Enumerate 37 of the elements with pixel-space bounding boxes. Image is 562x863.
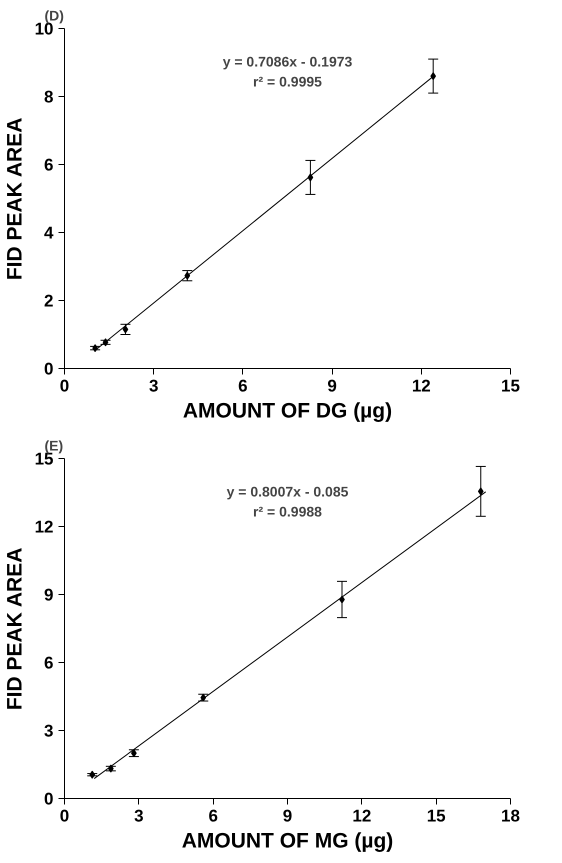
y-axis-title: FID PEAK AREA	[4, 548, 27, 710]
y-axis-title: FID PEAK AREA	[4, 118, 27, 280]
y-tick-label: 8	[44, 88, 54, 106]
x-tick-label: 18	[501, 806, 520, 826]
y-tick-label: 6	[44, 156, 54, 174]
x-tick-label: 12	[352, 806, 372, 826]
x-tick-label: 3	[134, 806, 144, 826]
x-tick-label: 15	[426, 806, 446, 826]
x-tick-label: 0	[60, 376, 70, 396]
point	[200, 694, 206, 702]
annotation: y = 0.7086x - 0.1973	[222, 54, 353, 70]
y-tick-label: 2	[44, 292, 54, 310]
y-tick-label: 9	[44, 586, 54, 604]
y-tick-label: 0	[44, 790, 54, 808]
point	[89, 770, 96, 779]
x-axis-title: AMOUNT OF DG (µg)	[182, 400, 392, 422]
x-tick-label: 6	[238, 376, 248, 396]
point	[122, 325, 128, 334]
x-axis-title: AMOUNT OF MG (µg)	[182, 830, 394, 852]
x-tick-label: 6	[208, 806, 218, 826]
point	[430, 72, 436, 80]
y-tick-label: 4	[44, 224, 54, 242]
x-tick-label: 0	[60, 806, 70, 826]
point	[478, 487, 484, 496]
y-tick-label: 6	[44, 654, 54, 672]
annotation: y = 0.8007x - 0.085	[226, 484, 349, 500]
x-tick-label: 9	[282, 806, 292, 826]
y-tick-label: 0	[44, 360, 54, 378]
point	[131, 749, 137, 758]
x-tick-label: 12	[412, 376, 431, 396]
x-tick-label: 3	[148, 376, 158, 396]
x-tick-label: 15	[501, 376, 520, 396]
x-tick-label: 9	[327, 376, 337, 396]
annotation: r² = 0.9995	[253, 74, 322, 90]
y-tick-label: 12	[34, 518, 54, 536]
annotation: r² = 0.9988	[253, 504, 322, 520]
y-tick-label: 3	[44, 722, 54, 740]
